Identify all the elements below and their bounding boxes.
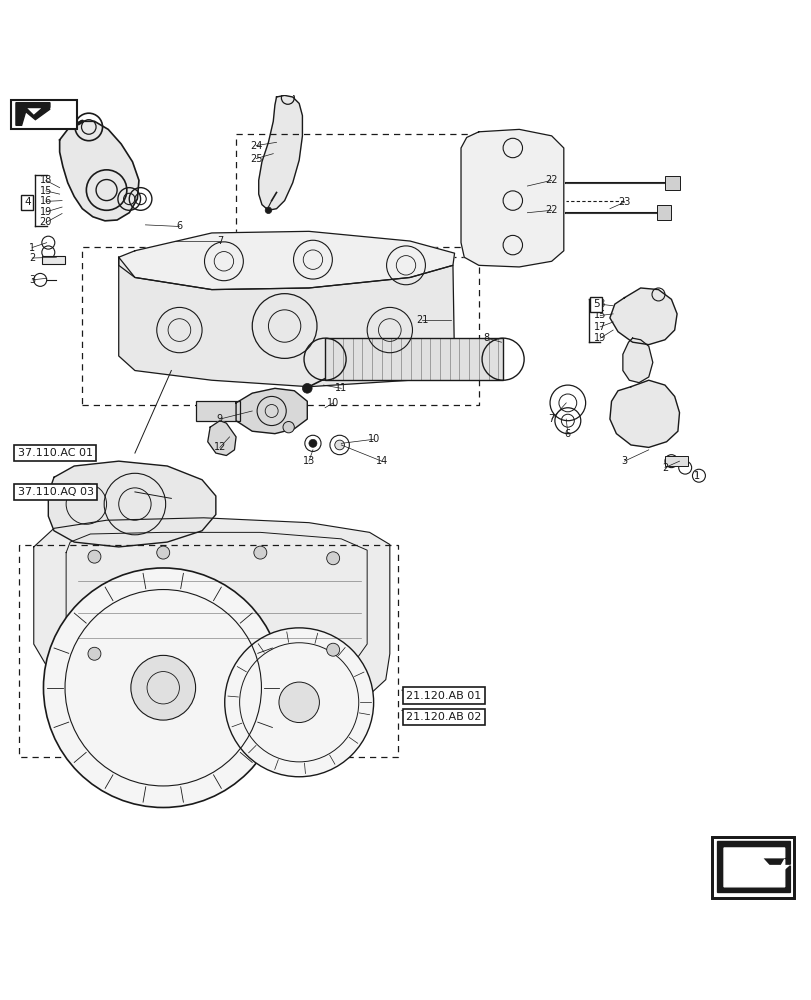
Text: 11: 11	[335, 383, 347, 393]
Text: 7: 7	[548, 414, 554, 424]
Text: 22: 22	[545, 175, 557, 185]
Text: 19: 19	[594, 333, 606, 343]
Text: 24: 24	[250, 141, 262, 151]
Text: 18: 18	[40, 175, 52, 185]
Circle shape	[265, 207, 272, 214]
Text: 21: 21	[415, 315, 428, 325]
Polygon shape	[118, 231, 454, 290]
Text: 4: 4	[24, 197, 31, 207]
Circle shape	[334, 440, 344, 450]
Text: 15: 15	[40, 186, 52, 196]
Text: 13: 13	[303, 456, 315, 466]
Circle shape	[88, 550, 101, 563]
Circle shape	[326, 643, 339, 656]
Text: 21.120.AB 01: 21.120.AB 01	[406, 691, 481, 701]
Text: 21.120.AB 02: 21.120.AB 02	[406, 712, 481, 722]
Text: 2: 2	[29, 253, 35, 263]
Text: 23: 23	[617, 197, 630, 207]
Circle shape	[225, 628, 373, 777]
FancyBboxPatch shape	[11, 100, 77, 129]
Text: 6: 6	[564, 429, 570, 439]
Text: 2: 2	[661, 463, 667, 473]
Polygon shape	[461, 129, 563, 267]
Circle shape	[279, 682, 319, 723]
Polygon shape	[208, 421, 236, 455]
Text: 16: 16	[40, 196, 52, 206]
Text: 10: 10	[367, 434, 380, 444]
Bar	[195, 401, 240, 421]
Text: 19: 19	[40, 207, 52, 217]
Circle shape	[88, 647, 101, 660]
Bar	[42, 256, 64, 264]
Text: 3: 3	[620, 456, 627, 466]
Text: 37.110.AC 01: 37.110.AC 01	[18, 448, 92, 458]
Circle shape	[283, 422, 294, 433]
Text: 14: 14	[375, 456, 388, 466]
Text: 1: 1	[693, 471, 700, 481]
Text: 3: 3	[29, 275, 35, 285]
Circle shape	[254, 546, 267, 559]
Circle shape	[44, 568, 283, 808]
Polygon shape	[49, 461, 216, 547]
Polygon shape	[717, 841, 789, 892]
Text: 5: 5	[592, 299, 599, 309]
Text: 37.110.AQ 03: 37.110.AQ 03	[18, 487, 93, 497]
Text: 12: 12	[213, 442, 225, 452]
Circle shape	[157, 546, 169, 559]
Polygon shape	[622, 338, 652, 383]
Polygon shape	[34, 518, 389, 712]
Bar	[664, 176, 679, 190]
Circle shape	[302, 383, 311, 393]
Text: 9: 9	[217, 414, 223, 424]
Bar	[324, 338, 503, 380]
Text: 15: 15	[594, 310, 606, 320]
Text: 7: 7	[217, 236, 223, 246]
Text: 10: 10	[327, 398, 339, 408]
FancyBboxPatch shape	[711, 837, 793, 898]
Bar	[664, 456, 687, 466]
Circle shape	[308, 439, 316, 447]
Bar	[656, 205, 671, 220]
Polygon shape	[236, 388, 307, 434]
Polygon shape	[609, 288, 676, 345]
Polygon shape	[609, 380, 679, 447]
Circle shape	[326, 552, 339, 565]
Text: 20: 20	[40, 217, 52, 227]
Text: 25: 25	[250, 154, 262, 164]
Text: 6: 6	[176, 221, 182, 231]
Polygon shape	[59, 121, 139, 221]
Polygon shape	[723, 848, 783, 887]
Text: 17: 17	[594, 322, 606, 332]
Text: 18: 18	[594, 299, 606, 309]
Text: 8: 8	[483, 333, 489, 343]
Circle shape	[131, 655, 195, 720]
Text: 22: 22	[545, 205, 557, 215]
Polygon shape	[118, 257, 454, 387]
Text: 1: 1	[29, 243, 35, 253]
Polygon shape	[16, 103, 50, 125]
Polygon shape	[259, 95, 302, 210]
